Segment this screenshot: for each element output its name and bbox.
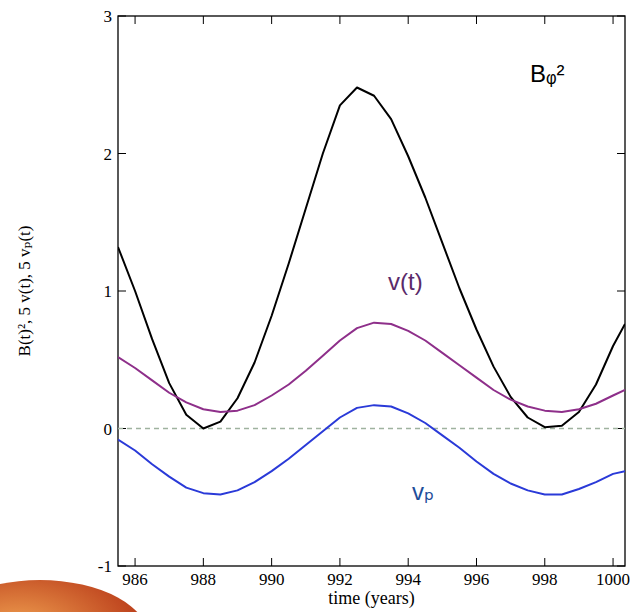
y-tick	[118, 16, 126, 17]
x-tick-label: 996	[464, 570, 490, 589]
x-tick	[408, 558, 409, 566]
x-tick	[339, 16, 340, 24]
series-line	[118, 88, 625, 429]
chart: 986 988 990 992 994 996 998 1000 -1 0 1 2 3 time (yea…	[0, 0, 640, 612]
x-tick-label: 1000	[596, 570, 630, 589]
x-tick	[476, 16, 477, 24]
x-tick	[339, 558, 340, 566]
x-tick	[544, 16, 545, 24]
y-tick	[617, 291, 625, 292]
y-tick	[617, 153, 625, 154]
x-tick-label: 992	[327, 570, 353, 589]
x-tick	[408, 16, 409, 24]
y-tick	[617, 566, 625, 567]
x-tick-label: 988	[191, 570, 217, 589]
x-tick	[271, 16, 272, 24]
y-tick-label: 1	[104, 282, 113, 301]
y-axis-title: B(t)², 5 v(t), 5 vₚ(t)	[15, 226, 34, 357]
y-tick-label: 0	[104, 420, 113, 439]
plot-frame	[118, 16, 625, 566]
reference-line	[118, 428, 625, 430]
x-tick	[613, 558, 614, 566]
x-axis-title: time (years)	[328, 588, 414, 609]
series-line	[118, 323, 625, 412]
series-label: v(t)	[388, 268, 423, 295]
y-tick	[118, 291, 126, 292]
x-tick	[203, 16, 204, 24]
x-tick	[203, 558, 204, 566]
y-tick	[118, 153, 126, 154]
series-line	[118, 405, 625, 494]
x-tick-label: 990	[259, 570, 285, 589]
x-tick	[271, 558, 272, 566]
y-tick	[617, 16, 625, 17]
y-tick	[118, 566, 126, 567]
series-label: Bᵩ²	[530, 60, 565, 87]
x-tick	[476, 558, 477, 566]
series-label: vₚ	[412, 478, 434, 505]
y-tick-label: -1	[98, 557, 112, 576]
plot-area	[118, 88, 625, 495]
x-tick	[613, 16, 614, 24]
y-tick-label: 3	[104, 7, 113, 26]
x-tick-label: 994	[395, 570, 421, 589]
y-tick-label: 2	[104, 145, 113, 164]
x-tick	[544, 558, 545, 566]
x-tick-label: 998	[532, 570, 558, 589]
x-tick	[135, 558, 136, 566]
x-tick-label: 986	[122, 570, 148, 589]
x-tick	[135, 16, 136, 24]
